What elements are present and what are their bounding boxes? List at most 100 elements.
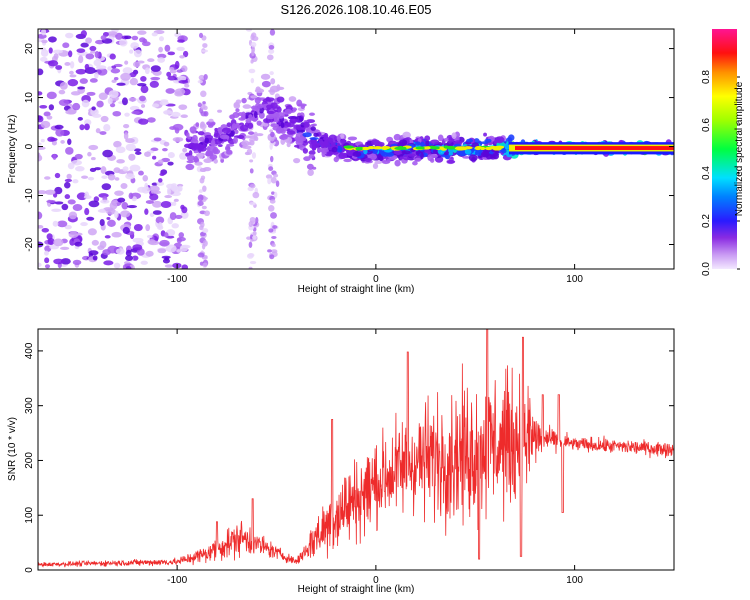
noise-blob (246, 253, 254, 259)
spectral-blob (464, 149, 472, 155)
noise-blob (107, 173, 116, 181)
noise-blob (145, 250, 154, 257)
noise-blob (181, 264, 188, 269)
noise-blob (182, 147, 188, 153)
spectral-blob (321, 142, 329, 146)
noise-blob (90, 156, 96, 161)
noise-blob (161, 157, 170, 163)
spectral-blob (318, 138, 323, 143)
noise-blob (269, 142, 273, 150)
noise-blob (38, 154, 43, 162)
noise-blob (52, 153, 57, 160)
noise-blob (84, 123, 90, 131)
spectral-blob (301, 140, 309, 146)
snr-ytick-label: 100 (24, 506, 35, 523)
spectral-blob (224, 145, 231, 152)
noise-blob (255, 216, 259, 224)
spectral-blob (300, 104, 306, 109)
spectral-blob (501, 149, 507, 154)
spectral-blob (308, 150, 316, 156)
spectral-blob (217, 127, 222, 132)
noise-blob (252, 235, 257, 240)
spectral-blob (495, 149, 500, 155)
spectral-blob (414, 141, 421, 146)
noise-blob (267, 249, 272, 253)
noise-blob (202, 228, 209, 234)
noise-blob (86, 91, 96, 96)
spectrogram-ytick-label: 0 (24, 143, 35, 149)
noise-blob (54, 201, 64, 205)
spectral-blob (186, 132, 190, 139)
noise-blob (41, 29, 47, 36)
spectral-blob (189, 126, 197, 134)
noise-blob (92, 255, 98, 261)
noise-blob (115, 146, 126, 154)
noise-blob (40, 56, 48, 62)
noise-blob (52, 49, 63, 54)
noise-blob (110, 68, 121, 74)
spectral-blob (303, 156, 311, 162)
snr-ytick-label: 400 (24, 342, 35, 359)
noise-blob (132, 244, 143, 251)
spectral-blob (275, 127, 283, 134)
spectrogram-xtick-label: 100 (566, 274, 583, 285)
noise-blob (38, 262, 42, 268)
noise-blob (109, 53, 116, 60)
noise-blob (74, 153, 83, 160)
ridge-highlight (474, 146, 482, 151)
snr-xtick-label: 0 (373, 575, 379, 586)
noise-blob (131, 255, 139, 261)
spectral-blob (495, 136, 505, 144)
spectral-blob (287, 115, 297, 120)
spectral-blob (330, 142, 336, 147)
noise-blob (176, 249, 182, 253)
snr-xlabel: Height of straight line (km) (298, 584, 415, 595)
spectral-blob (462, 155, 471, 159)
noise-blob (88, 200, 100, 208)
spectral-blob (507, 137, 513, 144)
spectral-blob (214, 130, 219, 137)
noise-blob (179, 245, 189, 252)
spectral-blob (286, 142, 291, 148)
spectral-blob (474, 149, 483, 156)
noise-blob (162, 147, 168, 152)
spectral-blob (483, 132, 487, 137)
noise-blob (130, 42, 139, 49)
snr-panel: -100 0 100 0 100 200 300 400 Height of straight… (7, 328, 675, 595)
noise-blob (79, 78, 88, 84)
noise-blob (123, 132, 129, 140)
spectral-blob (255, 133, 264, 137)
noise-blob (133, 223, 143, 232)
spectral-blob (343, 158, 352, 163)
noise-blob (176, 237, 182, 244)
noise-blob (133, 49, 142, 58)
noise-blob (72, 259, 82, 266)
spectral-blob (311, 142, 320, 149)
ridge-highlight (356, 146, 363, 150)
noise-blob (112, 110, 122, 117)
ridge-highlight (445, 145, 456, 150)
noise-blob (251, 49, 255, 57)
spectral-blob (429, 139, 440, 145)
spectral-blob (378, 155, 384, 162)
ridge-highlight (373, 146, 383, 150)
noise-blob (119, 38, 128, 47)
noise-blob (157, 248, 167, 254)
spectral-blob (288, 96, 297, 102)
noise-blob (125, 266, 132, 269)
spectral-blob (244, 135, 252, 139)
noise-blob (69, 74, 77, 78)
noise-blob (178, 79, 189, 84)
noise-blob (113, 140, 122, 148)
noise-blob (149, 193, 159, 201)
noise-blob (67, 79, 79, 87)
ridge-highlight (457, 146, 466, 150)
noise-blob (66, 173, 72, 180)
noise-blob (169, 212, 177, 220)
noise-blob (84, 191, 90, 198)
noise-blob (163, 141, 170, 147)
noise-blob (128, 97, 137, 102)
noise-blob (197, 80, 203, 84)
noise-blob (71, 159, 83, 166)
noise-blob (131, 35, 139, 41)
